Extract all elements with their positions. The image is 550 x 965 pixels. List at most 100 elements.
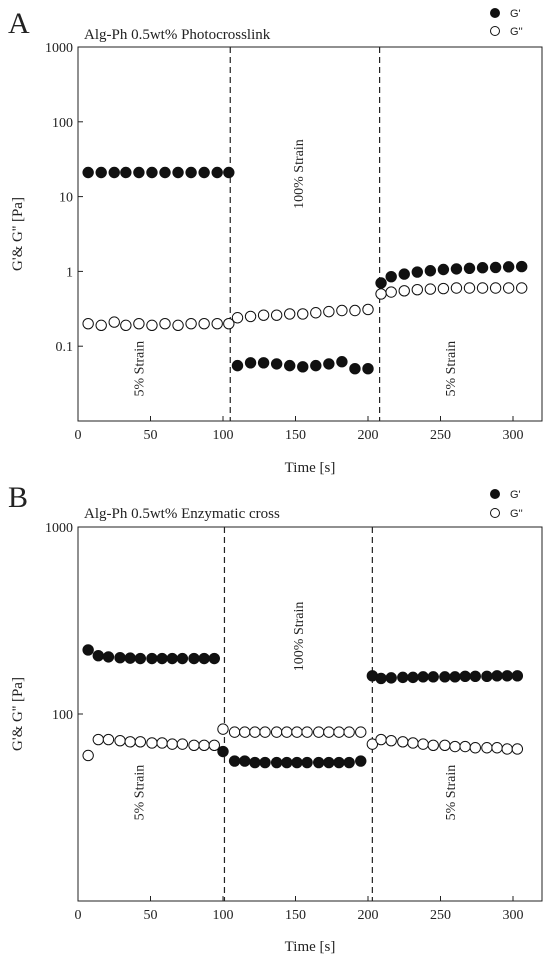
panel-a-gdoubleprime-point bbox=[463, 282, 476, 294]
panel-b-gprime-point bbox=[355, 755, 367, 767]
panel-a-title: Alg-Ph 0.5wt% Photocrosslink bbox=[84, 27, 271, 43]
panel-a-gprime-point bbox=[244, 357, 257, 369]
panel-a-gdoubleprime-point bbox=[108, 316, 120, 328]
panel-b-gdoubleprime-point bbox=[355, 726, 367, 738]
panel-b-gdoubleprime-point bbox=[228, 726, 241, 738]
panel-a-strain-annotation: 100% Strain bbox=[292, 139, 307, 209]
panel-b-gprime-point bbox=[134, 652, 147, 665]
panel-b-gdoubleprime-point bbox=[366, 738, 379, 750]
panel-a-gdoubleprime-point bbox=[270, 309, 283, 321]
panel-a-gprime-point bbox=[172, 166, 184, 179]
panel-a-gprime-point bbox=[185, 166, 197, 179]
panel-b-gprime-point bbox=[188, 652, 200, 665]
panel-a-letter: A bbox=[8, 7, 30, 40]
panel-b-gprime-point bbox=[146, 652, 158, 665]
panel-b-gdoubleprime-point bbox=[417, 738, 429, 750]
panel-b-x-tick-label: 250 bbox=[430, 908, 451, 923]
panel-b-gprime-point bbox=[176, 652, 189, 665]
panel-a-gprime-point bbox=[424, 265, 437, 277]
panel-a-gdoubleprime-point bbox=[198, 317, 210, 330]
panel-b-strain-annotation: 5% Strain bbox=[444, 765, 459, 821]
panel-a-gprime-point bbox=[133, 166, 145, 179]
panel-a-gdoubleprime-point bbox=[437, 282, 450, 295]
panel-a-gprime-point bbox=[385, 270, 397, 283]
panel-a-gprime-point bbox=[398, 268, 410, 280]
panel-b-gprime-point bbox=[501, 670, 513, 682]
panel-b-x-tick-label: 50 bbox=[144, 908, 158, 923]
panel-a-legend-gprime-marker bbox=[490, 8, 500, 18]
panel-b-gdoubleprime-point bbox=[217, 723, 229, 735]
panel-b-gprime-point bbox=[82, 644, 94, 656]
panel-a-gdoubleprime-point bbox=[223, 317, 235, 330]
panel-b-gdoubleprime-point bbox=[511, 743, 524, 755]
panel-a-gprime-point bbox=[463, 262, 476, 275]
panel-a-gdoubleprime-point bbox=[323, 305, 335, 318]
panel-b-gprime-point bbox=[397, 671, 409, 684]
panel-b: B Alg-Ph 0.5wt% Enzymatic cross 5% Strai… bbox=[8, 481, 543, 955]
panel-a-gdoubleprime-point bbox=[398, 285, 410, 297]
panel-a-gprime-point bbox=[323, 358, 335, 370]
panel-b-gdoubleprime-point bbox=[92, 733, 105, 746]
panel-b-title: Alg-Ph 0.5wt% Enzymatic cross bbox=[84, 506, 280, 522]
panel-b-gdoubleprime-point bbox=[114, 734, 126, 747]
panel-a-gprime-point bbox=[198, 166, 210, 179]
panel-a-gdoubleprime-point bbox=[310, 307, 322, 319]
panel-a-gdoubleprime-point bbox=[82, 317, 94, 330]
panel-a-gdoubleprime-point bbox=[185, 317, 197, 330]
panel-b-gdoubleprime-point bbox=[385, 734, 397, 747]
panel-b-y-tick-label: 1000 bbox=[45, 521, 73, 536]
panel-b-gdoubleprime-point bbox=[166, 738, 178, 750]
panel-a-gprime-point bbox=[231, 359, 244, 372]
panel-a-gprime-point bbox=[159, 166, 171, 179]
panel-a-gdoubleprime-point bbox=[172, 319, 184, 332]
panel-a-y-tick-label: 0.1 bbox=[56, 340, 74, 355]
panel-b-gdoubleprime-point bbox=[134, 736, 147, 748]
panel-b-y-tick-label: 100 bbox=[52, 708, 73, 723]
panel-b-gprime-point bbox=[92, 650, 105, 662]
panel-a-gprime-point bbox=[82, 166, 94, 179]
panel-b-gprime-point bbox=[228, 755, 241, 767]
panel-a-gdoubleprime-point bbox=[336, 304, 348, 317]
panel-a-gdoubleprime-point bbox=[349, 304, 361, 317]
panel-b-x-tick-label: 200 bbox=[358, 908, 379, 923]
panel-b-gprime-point bbox=[469, 670, 481, 683]
panel-a-gdoubleprime-point bbox=[244, 310, 257, 323]
panel-a-legend-gprime-label: G' bbox=[510, 8, 521, 20]
panel-a-gprime-point bbox=[336, 356, 348, 368]
panel-b-plot-area: 5% Strain 100% Strain 5% Strain bbox=[82, 527, 524, 901]
panel-b-gprime-point bbox=[198, 652, 210, 665]
panel-b-gprime-point bbox=[459, 670, 471, 683]
panel-a-gprime-point bbox=[270, 358, 283, 370]
panel-b-x-label: Time [s] bbox=[285, 939, 336, 955]
panel-b-gdoubleprime-point bbox=[375, 733, 387, 746]
panel-a-y-tick-label: 1000 bbox=[45, 41, 73, 56]
panel-a-gdoubleprime-point bbox=[231, 312, 244, 324]
panel-b-x-tick-label: 0 bbox=[75, 908, 82, 923]
panel-a-gdoubleprime-point bbox=[120, 319, 132, 332]
panel-a-legend-gdoubleprime-marker bbox=[490, 26, 500, 36]
panel-a-gdoubleprime-point bbox=[411, 283, 423, 296]
panel-a-x-tick-label: 150 bbox=[285, 428, 306, 443]
panel-a-gprime-point bbox=[502, 261, 515, 273]
panel-b-gdoubleprime-point bbox=[281, 726, 293, 738]
panel-a-gprime-point bbox=[437, 263, 450, 276]
panel-b-gprime-point bbox=[417, 671, 429, 683]
panel-a-gdoubleprime-point bbox=[450, 282, 463, 294]
panel-b-gprime-point bbox=[259, 756, 271, 769]
panel-b-gdoubleprime-point bbox=[124, 736, 136, 748]
panel-b-gdoubleprime-point bbox=[249, 726, 261, 738]
panel-a-x-tick-label: 300 bbox=[503, 428, 524, 443]
panel-a-strain-annotation: 5% Strain bbox=[444, 341, 459, 397]
panel-b-gdoubleprime-point bbox=[301, 726, 313, 738]
panel-a-legend-gdoubleprime-label: G'' bbox=[510, 26, 523, 38]
panel-b-gdoubleprime-point bbox=[239, 726, 251, 738]
panel-b-gprime-point bbox=[166, 652, 178, 665]
panel-b-gprime-point bbox=[511, 670, 524, 682]
panel-b-gprime-point bbox=[481, 670, 493, 683]
panel-b-gdoubleprime-point bbox=[501, 743, 513, 755]
panel-b-gprime-point bbox=[449, 671, 461, 683]
panel-a-x-tick-label: 0 bbox=[75, 428, 82, 443]
panel-b-gdoubleprime-point bbox=[82, 749, 94, 762]
panel-b-gdoubleprime-point bbox=[343, 726, 355, 738]
panel-b-gdoubleprime-point bbox=[270, 726, 283, 738]
